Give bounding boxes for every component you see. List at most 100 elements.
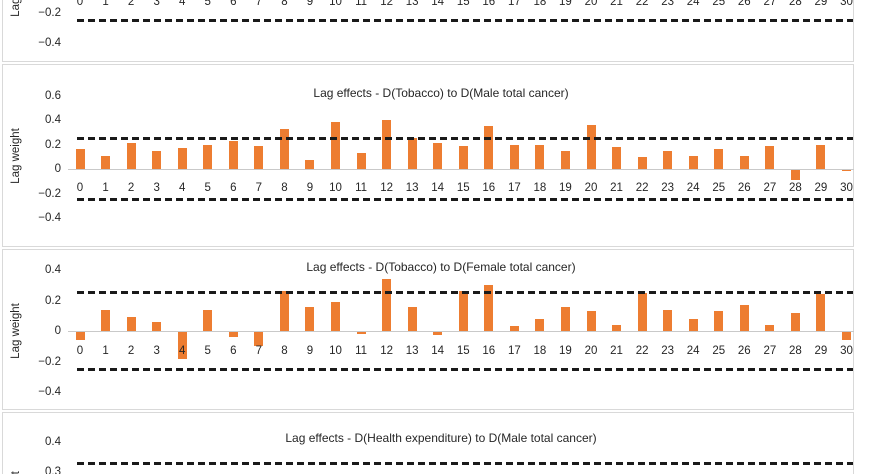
- x-tick-14: 14: [431, 182, 445, 194]
- x-tick-15: 15: [456, 345, 470, 357]
- x-tick-21: 21: [610, 182, 623, 194]
- bar-lag-23: [663, 150, 673, 169]
- x-tick-24: 24: [686, 182, 700, 194]
- bar-series: [3, 0, 853, 61]
- x-tick-23: 23: [661, 182, 675, 194]
- bar-lag-2: [126, 143, 136, 169]
- x-tick-30: 30: [840, 345, 853, 357]
- x-tick-29: 29: [814, 182, 828, 194]
- x-tick-17: 17: [507, 345, 521, 357]
- x-tick-27: 27: [763, 182, 777, 194]
- y-tick-−0.4: −0.4: [38, 37, 61, 49]
- x-tick-8: 8: [281, 0, 288, 8]
- bar-lag-6: [228, 140, 238, 169]
- y-tick-0.6: 0.6: [45, 89, 61, 102]
- y-tick-0: 0: [54, 163, 61, 175]
- dashed-reference-line: [77, 461, 853, 465]
- bar-lag-1: [101, 155, 111, 169]
- y-axis-tick-labels: 0.4 0.2 0 −0.2 −0.4: [3, 250, 853, 409]
- bar-lag-4: [177, 332, 187, 360]
- x-tick-18: 18: [533, 345, 547, 357]
- x-tick-1: 1: [102, 0, 109, 8]
- x-tick-28: 28: [788, 182, 802, 194]
- bar-lag-14: [433, 143, 443, 169]
- x-tick-12: 12: [380, 0, 393, 8]
- significance-dashed-lines: [3, 0, 853, 61]
- x-tick-11: 11: [355, 345, 368, 357]
- x-tick-7: 7: [255, 182, 263, 194]
- x-tick-22: 22: [635, 182, 649, 194]
- panel-tobacco-to-male-total-cancer: Lag effects - D(Tobacco) to D(Male total…: [2, 64, 854, 247]
- bar-lag-24: [688, 318, 698, 331]
- x-tick-4: 4: [178, 345, 186, 357]
- bar-lag-30: [842, 332, 851, 340]
- bar-lag-29: [816, 294, 826, 331]
- x-tick-25: 25: [712, 182, 726, 194]
- y-tick-0.3: 0.3: [45, 466, 61, 474]
- y-tick-−0.2: −0.2: [38, 6, 61, 19]
- y-axis-tick-labels: 0.6 0.4 0.2 0 −0.2 −0.4: [3, 65, 853, 246]
- x-tick-17: 17: [507, 0, 521, 8]
- x-tick-24: 24: [686, 0, 700, 8]
- x-tick-14: 14: [431, 345, 445, 357]
- bar-lag-14: [433, 332, 443, 336]
- x-tick-5: 5: [204, 345, 211, 357]
- x-tick-14: 14: [431, 0, 445, 8]
- significance-dashed-lines: [3, 65, 853, 246]
- bar-lag-27: [765, 145, 775, 169]
- bar-lag-26: [739, 155, 749, 169]
- y-tick-0.4: 0.4: [45, 264, 61, 276]
- dashed-reference-line: [77, 136, 853, 140]
- y-tick-0.2: 0.2: [45, 294, 61, 307]
- bar-lag-25: [714, 311, 724, 331]
- x-tick-13: 13: [405, 0, 419, 8]
- x-tick-30: 30: [840, 0, 853, 8]
- x-tick-23: 23: [661, 0, 675, 8]
- bar-lag-3: [152, 150, 162, 169]
- x-tick-5: 5: [204, 182, 211, 194]
- x-tick-2: 2: [127, 0, 135, 8]
- bar-lag-23: [663, 309, 673, 331]
- bar-lag-17: [509, 326, 519, 331]
- x-tick-26: 26: [737, 345, 751, 357]
- bar-lag-5: [203, 144, 213, 169]
- bar-lag-0: [75, 149, 85, 169]
- bar-lag-6: [228, 332, 238, 337]
- x-axis-tick-labels: 0 1 2 3 4 5 6 7 8 9 10 11 12 13 14 15 16 17 18 19 20 21 22 23 24…: [3, 65, 853, 246]
- bar-lag-21: [612, 146, 622, 169]
- x-tick-23: 23: [661, 345, 675, 357]
- x-tick-12: 12: [380, 182, 393, 194]
- bar-lag-18: [535, 318, 545, 331]
- x-axis-tick-labels: 0 1 2 3 4 5 6 7 8 9 10 11 12 13 14 15 16 17 18 19 20 21 22 23 24…: [3, 250, 853, 409]
- bar-lag-1: [101, 309, 111, 331]
- dashed-reference-line: [77, 18, 853, 22]
- x-axis-tick-labels: 0 1 2 3 4 5 6 7 8 9 10 11 12 13 14 15 16 17 18 19 20 21 22 23 24…: [3, 0, 853, 61]
- x-tick-28: 28: [788, 345, 802, 357]
- x-tick-21: 21: [610, 0, 623, 8]
- x-tick-12: 12: [380, 345, 393, 357]
- x-tick-24: 24: [686, 345, 700, 357]
- x-tick-11: 11: [355, 0, 368, 8]
- chart-title: Lag effects - D(Health expenditure) to D…: [285, 431, 597, 445]
- bar-lag-8: [279, 128, 289, 169]
- bar-lag-7: [254, 332, 264, 346]
- zero-axis-line: [68, 169, 854, 170]
- chart-title: Lag effects - D(Tobacco) to D(Male total…: [313, 86, 569, 100]
- x-tick-8: 8: [281, 182, 288, 194]
- x-tick-2: 2: [127, 345, 135, 357]
- x-tick-26: 26: [737, 0, 751, 8]
- y-tick-0.2: 0.2: [45, 138, 61, 151]
- bar-series: [3, 65, 853, 246]
- bar-lag-19: [560, 150, 570, 169]
- x-tick-19: 19: [559, 0, 572, 8]
- x-tick-21: 21: [610, 345, 623, 357]
- bar-lag-20: [586, 311, 596, 331]
- x-tick-20: 20: [584, 0, 598, 8]
- x-tick-16: 16: [482, 0, 496, 8]
- x-tick-18: 18: [533, 182, 547, 194]
- x-tick-29: 29: [814, 0, 828, 8]
- bar-lag-28: [790, 312, 800, 331]
- x-tick-0: 0: [76, 182, 84, 194]
- x-tick-27: 27: [763, 345, 777, 357]
- bar-lag-9: [305, 160, 315, 169]
